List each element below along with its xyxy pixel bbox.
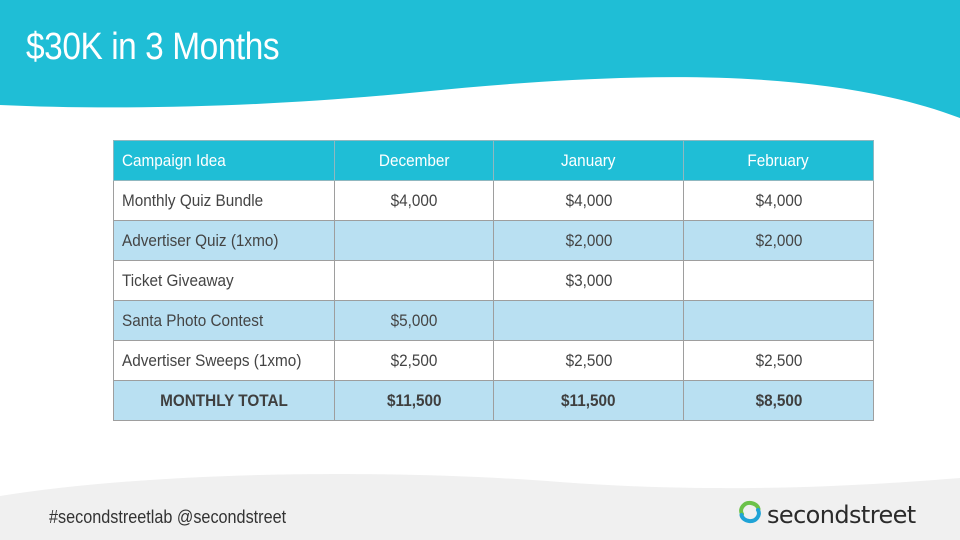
december-total-cell: $11,500 xyxy=(334,380,494,421)
table-row: Advertiser Sweeps (1xmo) $2,500 $2,500 $… xyxy=(113,340,874,381)
december-value-cell xyxy=(334,220,494,261)
table-row: Monthly Quiz Bundle $4,000 $4,000 $4,000 xyxy=(113,180,874,221)
secondstreet-swirl-icon xyxy=(737,499,763,530)
december-value-cell: $2,500 xyxy=(334,340,494,381)
header-campaign-idea: Campaign Idea xyxy=(113,140,335,181)
table-header-row: Campaign Idea December January February xyxy=(113,140,874,181)
december-value-cell: $4,000 xyxy=(334,180,494,221)
january-total-cell: $11,500 xyxy=(493,380,684,421)
campaign-revenue-table: Campaign Idea December January February … xyxy=(113,140,874,421)
december-value-cell xyxy=(334,260,494,301)
january-value-cell: $2,500 xyxy=(493,340,684,381)
footer-hashtags: #secondstreetlab @secondstreet xyxy=(49,507,287,527)
header-december: December xyxy=(334,140,494,181)
january-value-cell xyxy=(493,300,684,341)
february-value-cell xyxy=(683,300,874,341)
logo-wordmark: secondstreet xyxy=(767,500,916,529)
secondstreet-logo: secondstreet xyxy=(737,499,916,530)
january-value-cell: $2,000 xyxy=(493,220,684,261)
total-label-cell: MONTHLY TOTAL xyxy=(113,380,335,421)
january-value-cell: $3,000 xyxy=(493,260,684,301)
campaign-name-cell: Monthly Quiz Bundle xyxy=(113,180,335,221)
december-value-cell: $5,000 xyxy=(334,300,494,341)
february-value-cell: $2,500 xyxy=(683,340,874,381)
monthly-total-row: MONTHLY TOTAL $11,500 $11,500 $8,500 xyxy=(113,380,874,421)
slide-title: $30K in 3 Months xyxy=(26,26,280,68)
campaign-name-cell: Ticket Giveaway xyxy=(113,260,335,301)
january-value-cell: $4,000 xyxy=(493,180,684,221)
header-january: January xyxy=(493,140,684,181)
table-row: Santa Photo Contest $5,000 xyxy=(113,300,874,341)
header-february: February xyxy=(683,140,874,181)
february-value-cell: $4,000 xyxy=(683,180,874,221)
campaign-name-cell: Advertiser Sweeps (1xmo) xyxy=(113,340,335,381)
footer-wave xyxy=(0,473,960,540)
table-row: Advertiser Quiz (1xmo) $2,000 $2,000 xyxy=(113,220,874,261)
february-total-cell: $8,500 xyxy=(683,380,874,421)
table-row: Ticket Giveaway $3,000 xyxy=(113,260,874,301)
february-value-cell xyxy=(683,260,874,301)
campaign-name-cell: Advertiser Quiz (1xmo) xyxy=(113,220,335,261)
february-value-cell: $2,000 xyxy=(683,220,874,261)
campaign-name-cell: Santa Photo Contest xyxy=(113,300,335,341)
campaign-table-container: Campaign Idea December January February … xyxy=(113,140,874,421)
header-wave xyxy=(0,0,960,118)
